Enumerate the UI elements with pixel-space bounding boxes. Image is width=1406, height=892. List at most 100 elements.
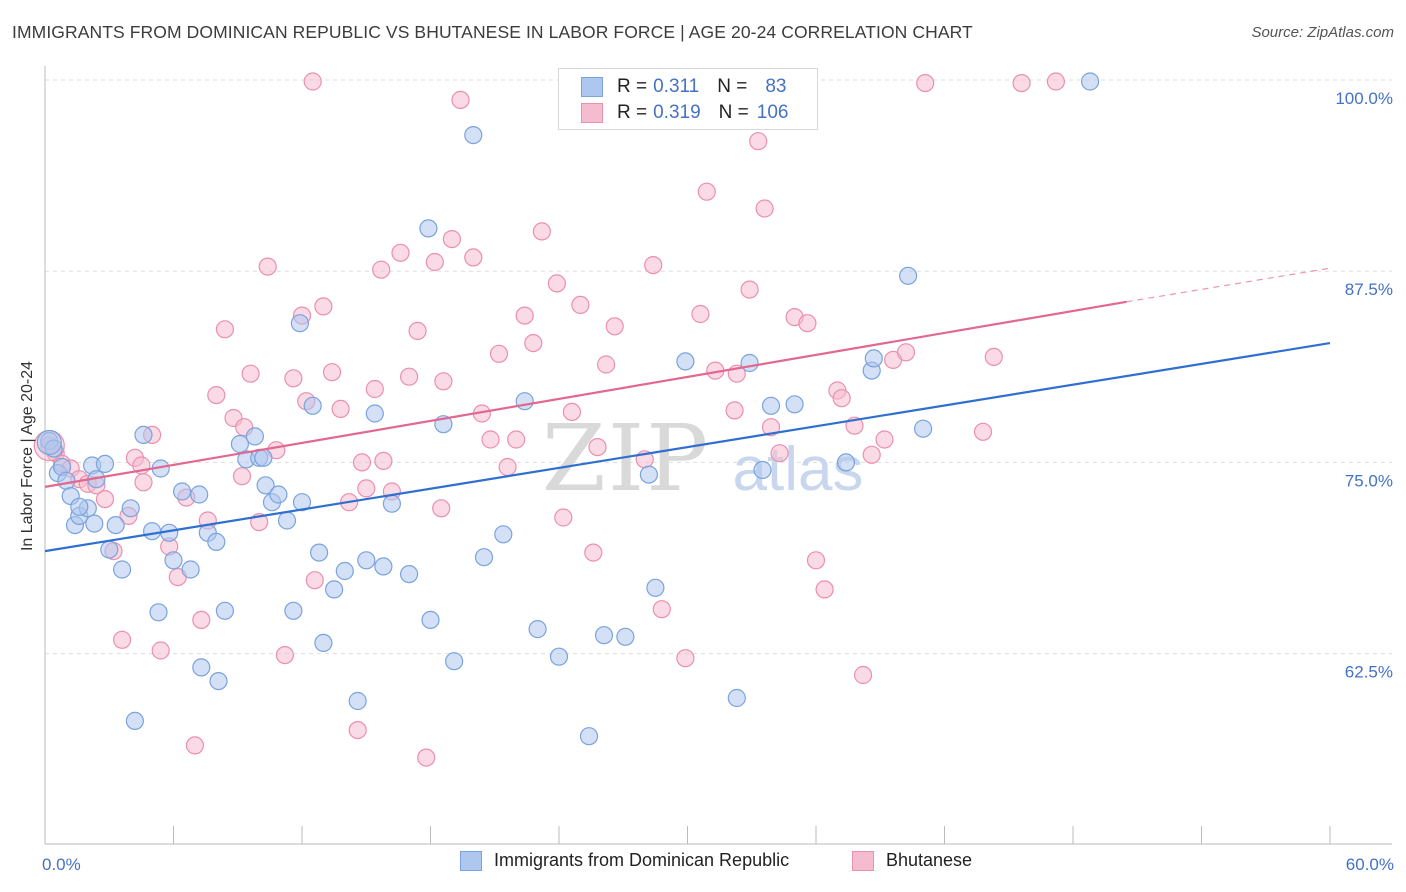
trend-extension: [1126, 267, 1331, 303]
data-point: [352, 453, 372, 472]
data-point: [753, 460, 772, 480]
trend-lines: [44, 267, 1331, 553]
data-point: [639, 465, 659, 484]
data-point: [464, 248, 483, 267]
data-point: [303, 72, 322, 91]
data-point: [697, 182, 716, 201]
data-point: [646, 578, 665, 597]
stats-legend: R = 0.311 N = 83 R = 0.319 N = 106: [558, 68, 818, 130]
data-point: [725, 401, 744, 420]
data-point: [1012, 73, 1031, 93]
data-point: [348, 691, 367, 711]
data-point: [507, 430, 526, 449]
stats-row-bhutanese: R = 0.319 N = 106: [581, 100, 788, 126]
data-point: [798, 314, 817, 333]
n-value: 83: [765, 76, 787, 97]
data-point: [528, 619, 547, 639]
data-point: [325, 580, 344, 599]
data-point: [192, 610, 211, 630]
data-point: [676, 352, 695, 371]
data-point: [185, 736, 204, 755]
data-point: [215, 320, 234, 339]
data-point: [432, 499, 451, 518]
data-point: [785, 395, 804, 414]
pink-swatch: [852, 850, 874, 871]
n-label: N =: [718, 102, 749, 123]
data-point: [515, 306, 534, 325]
watermark-zip: ZIP: [542, 405, 710, 512]
data-point: [605, 317, 624, 336]
data-point: [755, 199, 774, 218]
legend-item-bhutanese: Bhutanese: [852, 850, 972, 871]
r-value: 0.319: [653, 102, 701, 123]
r-label: R =: [617, 76, 648, 97]
y-tick-label: 100.0%: [1335, 89, 1393, 108]
n-label: N =: [717, 76, 748, 97]
data-point: [173, 482, 192, 501]
data-point: [547, 274, 567, 293]
data-point: [112, 630, 132, 649]
trend-line: [44, 300, 1127, 488]
data-point: [770, 444, 789, 463]
stats-row-dominican: R = 0.311 N = 83: [581, 74, 787, 100]
data-point: [305, 571, 324, 590]
data-point: [836, 453, 856, 472]
data-point: [192, 658, 211, 677]
data-point: [215, 601, 234, 620]
data-point: [207, 532, 226, 552]
data-point: [973, 422, 993, 441]
data-point: [434, 372, 453, 391]
data-point: [85, 514, 104, 533]
data-point: [584, 543, 603, 562]
data-point: [740, 353, 759, 373]
data-point: [125, 711, 144, 731]
data-point: [322, 363, 342, 382]
data-point: [310, 543, 329, 562]
data-point: [676, 649, 695, 668]
data-point: [241, 364, 260, 383]
blue-swatch: [460, 850, 482, 871]
y-axis-label: In Labor Force | Age 20-24: [19, 360, 36, 552]
data-point: [95, 454, 115, 473]
data-point: [331, 399, 350, 418]
data-point: [292, 493, 312, 512]
data-point: [464, 126, 483, 145]
data-point: [134, 425, 153, 444]
data-point: [382, 494, 401, 513]
y-tick-label: 62.5%: [1345, 663, 1393, 682]
x-tick-label: 0.0%: [42, 855, 81, 874]
data-point: [365, 404, 384, 423]
n-value: 106: [756, 102, 789, 123]
data-point: [209, 671, 228, 691]
data-point: [365, 379, 384, 399]
data-point: [425, 252, 444, 272]
data-point: [400, 367, 419, 386]
blue-swatch: [581, 77, 603, 97]
data-point: [245, 427, 264, 446]
trend-line: [44, 342, 1331, 553]
cluster-point: [36, 429, 62, 456]
data-point: [284, 369, 303, 388]
data-point: [761, 418, 781, 437]
x-tick-label: 60.0%: [1346, 855, 1394, 874]
legend-label: Bhutanese: [886, 850, 973, 870]
data-point: [862, 445, 881, 464]
data-point: [357, 551, 376, 570]
y-tick-label: 87.5%: [1345, 280, 1393, 299]
data-point: [419, 219, 438, 238]
data-point: [232, 467, 252, 486]
data-point: [391, 243, 410, 262]
data-point: [400, 564, 419, 584]
legend-label: Immigrants from Dominican Republic: [494, 850, 790, 870]
data-point: [594, 626, 614, 645]
y-tick-label: 75.0%: [1345, 471, 1393, 490]
data-point: [181, 560, 200, 579]
data-point: [277, 511, 297, 530]
data-point: [348, 720, 367, 740]
data-point: [554, 508, 573, 527]
data-point: [875, 430, 894, 449]
data-point: [1080, 72, 1100, 91]
data-point: [254, 448, 273, 467]
data-point: [524, 334, 543, 353]
data-point: [864, 349, 883, 368]
